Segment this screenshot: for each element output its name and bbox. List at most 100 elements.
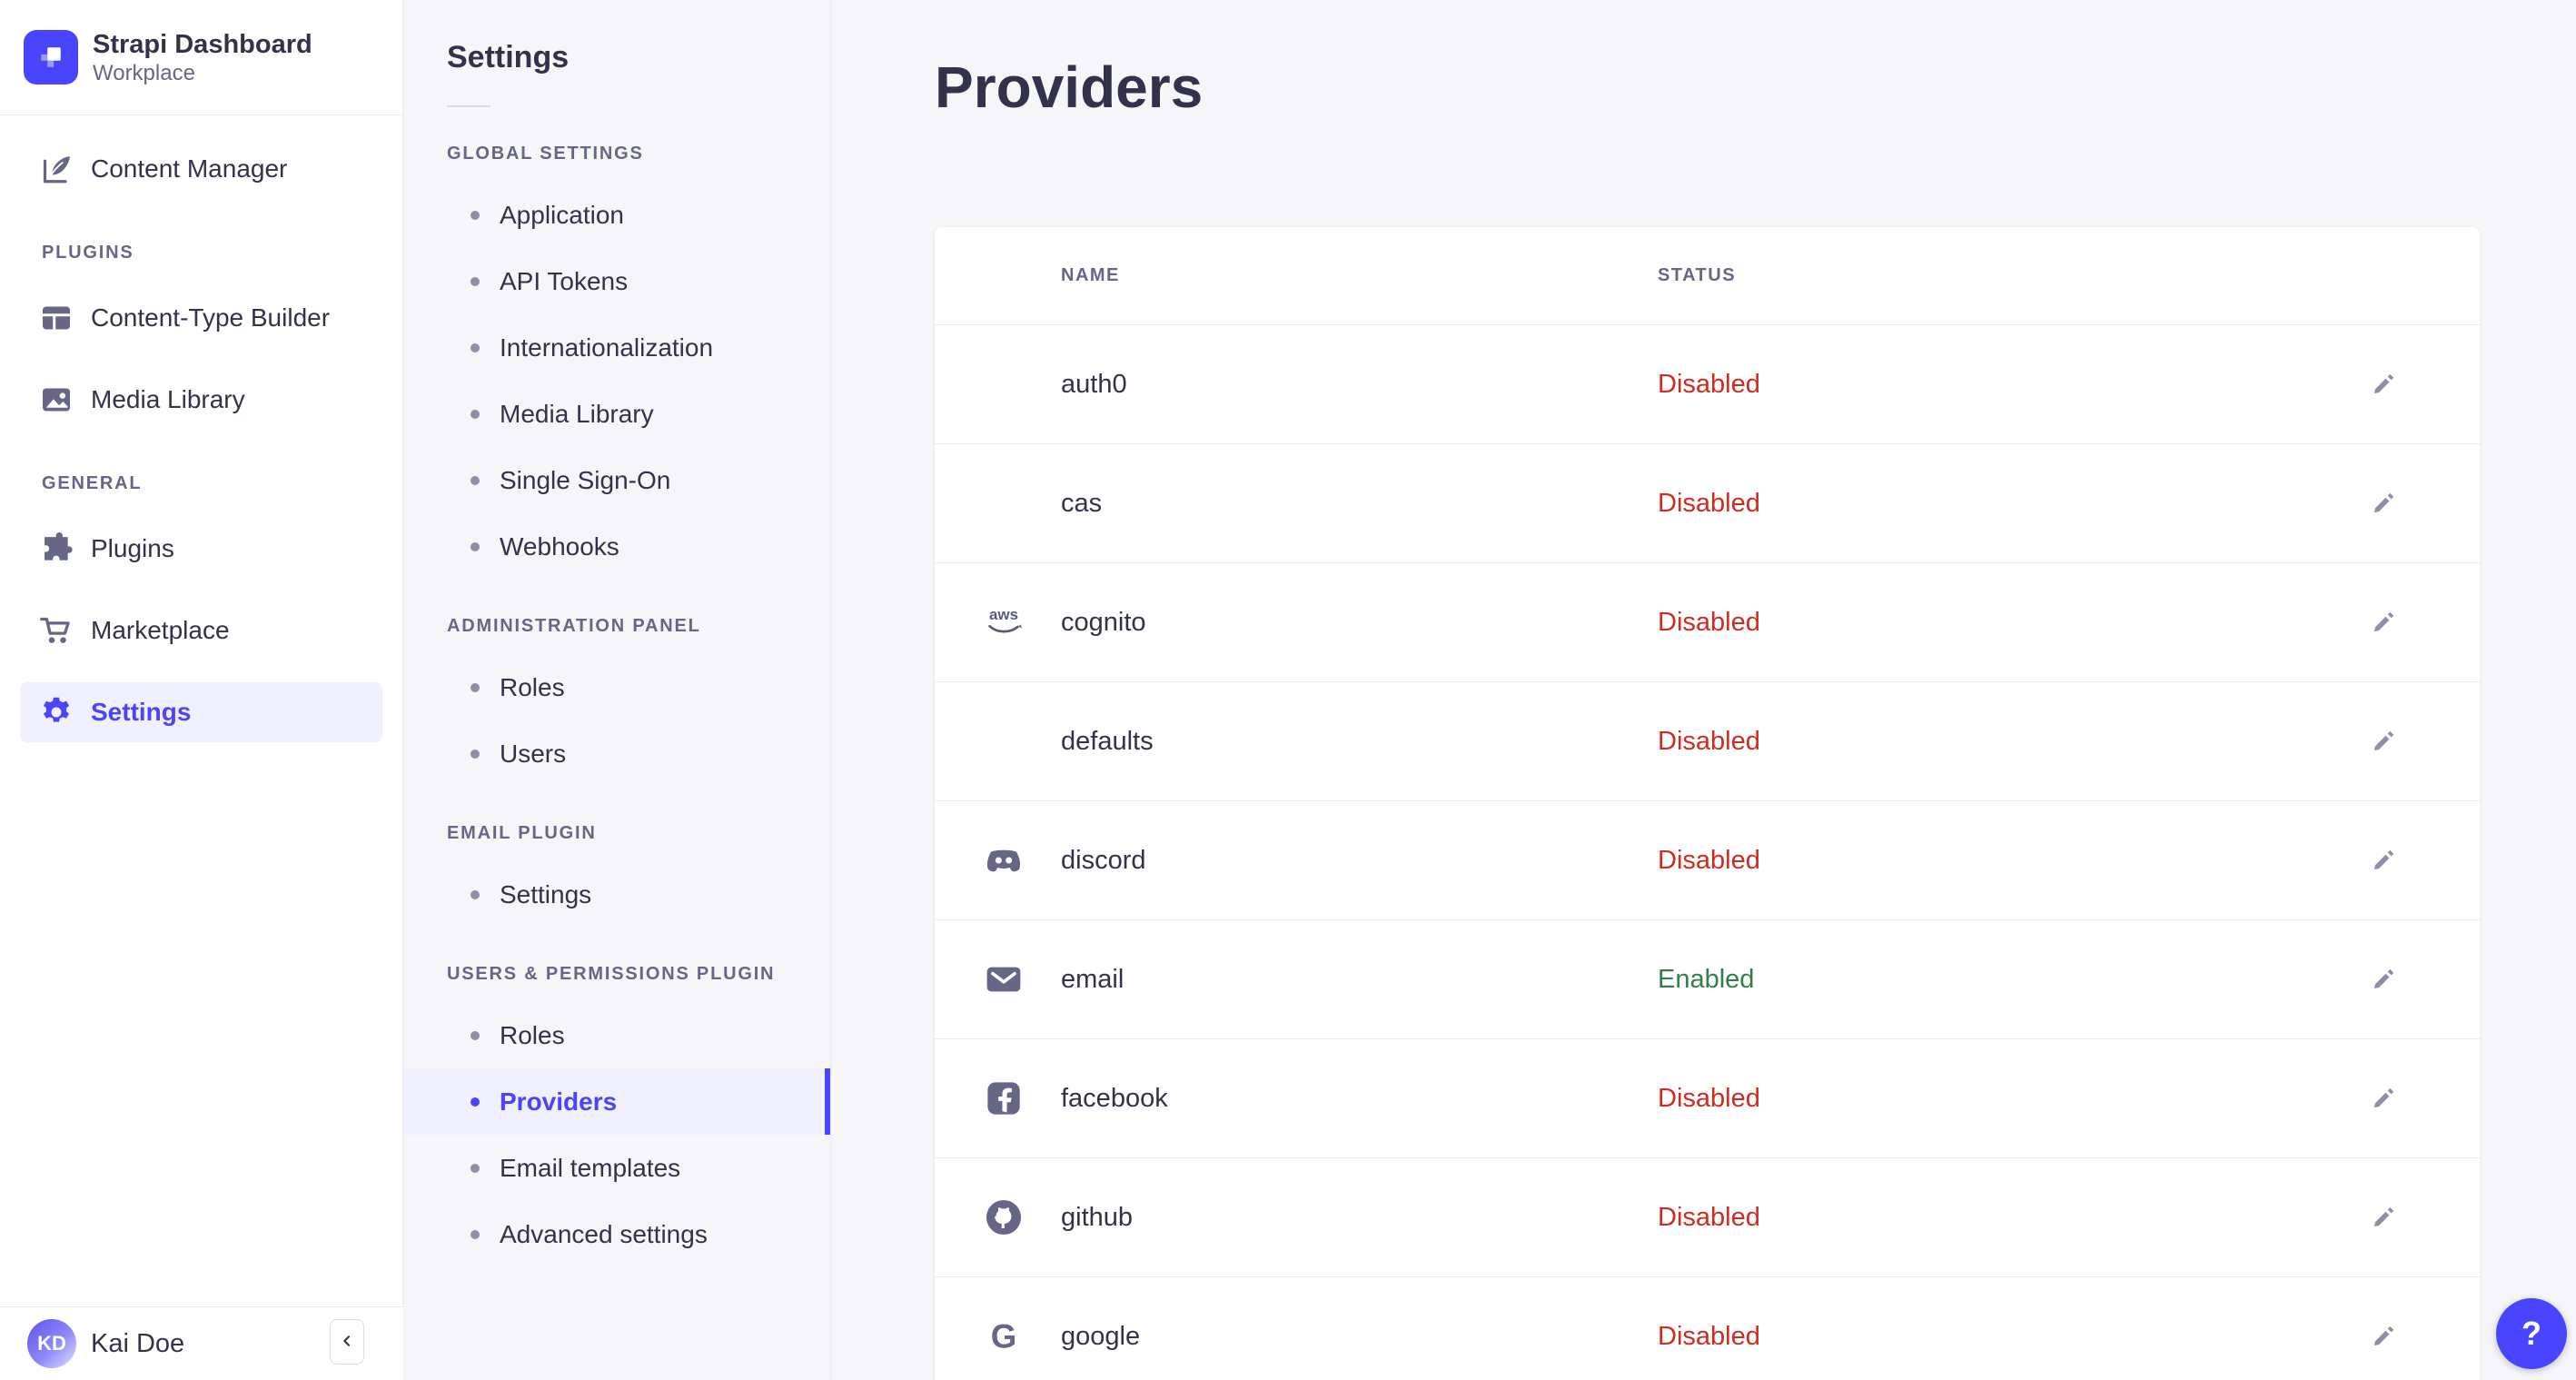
subnav-item-single-sign-on[interactable]: Single Sign-On bbox=[403, 447, 830, 513]
aws-icon: aws bbox=[982, 601, 1025, 644]
chevron-left-icon bbox=[337, 1331, 357, 1354]
provider-name: defaults bbox=[1061, 726, 1154, 756]
edit-provider-button[interactable] bbox=[2365, 1319, 2402, 1355]
column-header-name: NAME bbox=[1061, 265, 1120, 285]
cart-icon bbox=[36, 611, 76, 650]
pencil-icon bbox=[2367, 724, 2400, 759]
row-actions bbox=[2365, 1319, 2480, 1355]
subnav-item-internationalization[interactable]: Internationalization bbox=[403, 314, 830, 381]
sidebar-item-content-manager[interactable]: Content Manager bbox=[20, 139, 382, 199]
no-icon bbox=[982, 482, 1025, 525]
discord-icon bbox=[982, 839, 1025, 882]
sidebar-item-media-library[interactable]: Media Library bbox=[20, 370, 382, 430]
pencil-icon bbox=[2367, 486, 2400, 521]
edit-provider-button[interactable] bbox=[2365, 604, 2402, 640]
subnav-item-label: API Tokens bbox=[500, 266, 629, 295]
row-actions bbox=[2365, 485, 2480, 521]
strapi-logo-icon bbox=[24, 30, 78, 84]
pencil-icon bbox=[2367, 1200, 2400, 1236]
provider-status: Disabled bbox=[1658, 1322, 1760, 1351]
main-sidebar: Strapi Dashboard Workplace Content Manag… bbox=[0, 0, 403, 1380]
row-actions bbox=[2365, 961, 2480, 998]
provider-name: cognito bbox=[1061, 607, 1146, 637]
bullet-icon bbox=[471, 1229, 480, 1239]
subnav-item-label: Advanced settings bbox=[500, 1219, 708, 1248]
subnav-item-api-tokens[interactable]: API Tokens bbox=[403, 248, 830, 314]
pencil-icon bbox=[2367, 367, 2400, 402]
subnav-item-application[interactable]: Application bbox=[403, 182, 830, 248]
subnav-item-advanced-settings[interactable]: Advanced settings bbox=[403, 1201, 830, 1267]
pencil-icon bbox=[2367, 1081, 2400, 1117]
sidebar-item-label: Marketplace bbox=[91, 616, 230, 644]
sidebar-item-label: Media Library bbox=[91, 385, 245, 413]
subnav-item-label: Roles bbox=[500, 1020, 565, 1049]
bullet-icon bbox=[471, 210, 480, 220]
subnav-item-label: Email templates bbox=[500, 1153, 681, 1182]
edit-provider-button[interactable] bbox=[2365, 842, 2402, 879]
facebook-icon bbox=[982, 1077, 1025, 1120]
edit-provider-button[interactable] bbox=[2365, 366, 2402, 402]
sidebar-section-label: PLUGINS bbox=[42, 243, 134, 263]
bullet-icon bbox=[471, 475, 480, 485]
bullet-icon bbox=[471, 1097, 480, 1107]
sidebar-item-settings[interactable]: Settings bbox=[20, 682, 382, 742]
provider-status: Disabled bbox=[1658, 607, 1760, 637]
subnav-item-roles[interactable]: Roles bbox=[403, 1002, 830, 1068]
sidebar-item-plugins[interactable]: Plugins bbox=[20, 519, 382, 579]
subnav-item-settings[interactable]: Settings bbox=[403, 861, 830, 928]
subnav-item-providers[interactable]: Providers bbox=[403, 1068, 830, 1135]
edit-provider-button[interactable] bbox=[2365, 485, 2402, 521]
subnav-item-label: Media Library bbox=[500, 399, 654, 428]
pencil-icon bbox=[2367, 605, 2400, 640]
provider-status: Enabled bbox=[1658, 964, 1755, 994]
provider-row-auth0: auth0 Disabled bbox=[935, 325, 2480, 444]
provider-name: cas bbox=[1061, 488, 1103, 518]
sidebar-item-label: Content Manager bbox=[91, 154, 288, 183]
subnav-item-webhooks[interactable]: Webhooks bbox=[403, 513, 830, 580]
column-header-status: STATUS bbox=[1658, 265, 1737, 285]
subnav-item-users[interactable]: Users bbox=[403, 720, 830, 787]
subnav-item-roles[interactable]: Roles bbox=[403, 654, 830, 720]
sidebar-item-content-type-builder[interactable]: Content-Type Builder bbox=[20, 288, 382, 348]
providers-table: NAME STATUS auth0 Disabled cas Disabled aw… bbox=[935, 227, 2480, 1380]
sidebar-item-label: Plugins bbox=[91, 534, 174, 562]
edit-provider-button[interactable] bbox=[2365, 723, 2402, 759]
row-actions bbox=[2365, 723, 2480, 759]
svg-text:G: G bbox=[991, 1317, 1017, 1355]
provider-name: discord bbox=[1061, 845, 1146, 875]
page-title: Providers bbox=[935, 55, 1204, 120]
envelope-icon bbox=[982, 958, 1025, 1001]
table-header-row: NAME STATUS bbox=[935, 227, 2480, 325]
sidebar-item-marketplace[interactable]: Marketplace bbox=[20, 601, 382, 660]
collapse-sidebar-button[interactable] bbox=[330, 1319, 364, 1365]
edit-provider-button[interactable] bbox=[2365, 961, 2402, 998]
subnav-item-label: Single Sign-On bbox=[500, 465, 671, 494]
edit-provider-button[interactable] bbox=[2365, 1199, 2402, 1236]
provider-name: github bbox=[1061, 1202, 1134, 1232]
provider-status: Disabled bbox=[1658, 845, 1760, 875]
subnav-item-media-library[interactable]: Media Library bbox=[403, 381, 830, 447]
row-actions bbox=[2365, 842, 2480, 879]
gear-icon bbox=[36, 692, 76, 732]
subnav-item-email-templates[interactable]: Email templates bbox=[403, 1135, 830, 1201]
provider-row-discord: discord Disabled bbox=[935, 801, 2480, 920]
main-content: Providers NAME STATUS auth0 Disabled cas D… bbox=[831, 0, 2576, 1380]
subnav-item-label: Roles bbox=[500, 672, 565, 701]
workspace-brand[interactable]: Strapi Dashboard Workplace bbox=[0, 0, 402, 115]
help-button[interactable]: ? bbox=[2496, 1298, 2567, 1369]
sidebar-nav: Content Manager PLUGINS Content-Type Buil… bbox=[0, 115, 402, 742]
avatar[interactable]: KD bbox=[27, 1319, 76, 1368]
provider-row-cognito: aws cognito Disabled bbox=[935, 563, 2480, 682]
edit-provider-button[interactable] bbox=[2365, 1080, 2402, 1117]
subnav-item-label: Webhooks bbox=[500, 531, 619, 561]
sidebar-footer: KD Kai Doe bbox=[0, 1306, 403, 1380]
subnav-item-label: Users bbox=[500, 739, 567, 768]
svg-text:aws: aws bbox=[989, 606, 1018, 623]
puzzle-icon bbox=[36, 529, 76, 569]
subnav-section-label: GLOBAL SETTINGS bbox=[447, 144, 644, 164]
user-name: Kai Doe bbox=[91, 1328, 185, 1358]
subnav-section-label: USERS & PERMISSIONS PLUGIN bbox=[447, 964, 776, 984]
row-actions bbox=[2365, 604, 2480, 640]
subnav-title: Settings bbox=[447, 40, 570, 74]
pencil-icon bbox=[2367, 843, 2400, 879]
